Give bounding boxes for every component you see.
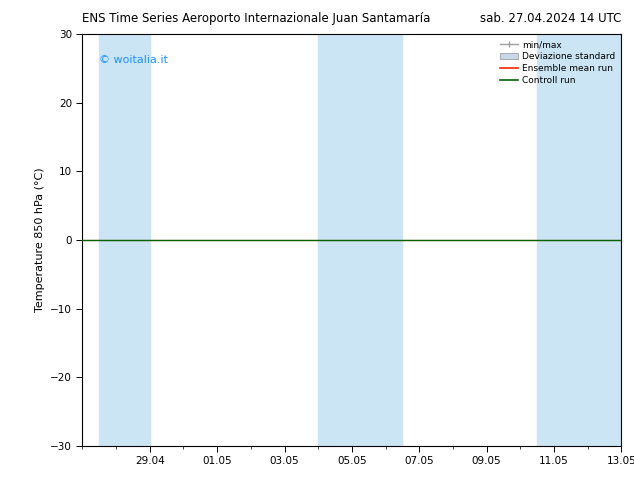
Text: ENS Time Series Aeroporto Internazionale Juan Santamaría: ENS Time Series Aeroporto Internazionale… (82, 12, 430, 25)
Text: sab. 27.04.2024 14 UTC: sab. 27.04.2024 14 UTC (480, 12, 621, 25)
Text: © woitalia.it: © woitalia.it (99, 55, 167, 65)
Bar (100, 34, 150, 446)
Legend: min/max, Deviazione standard, Ensemble mean run, Controll run: min/max, Deviazione standard, Ensemble m… (498, 39, 617, 87)
Bar (318, 34, 403, 446)
Y-axis label: Temperature 850 hPa (°C): Temperature 850 hPa (°C) (35, 168, 44, 313)
Bar (537, 34, 634, 446)
